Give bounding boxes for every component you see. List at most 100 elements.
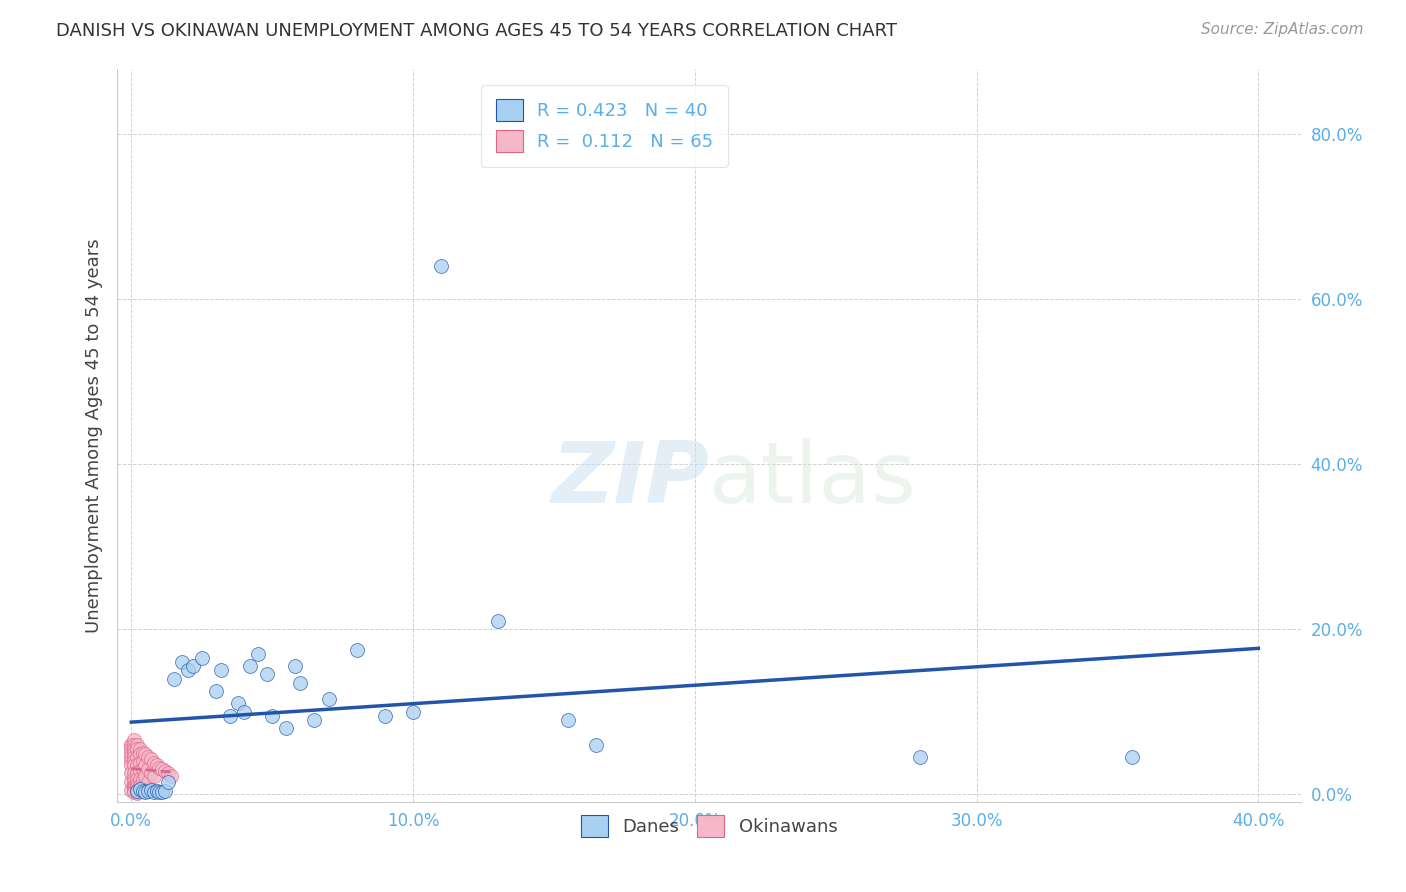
Point xyxy=(228,696,250,710)
Point xyxy=(120,741,142,756)
Point xyxy=(134,769,156,783)
Point xyxy=(120,766,142,780)
Point xyxy=(125,783,148,797)
Point xyxy=(122,782,145,797)
Point xyxy=(125,785,148,799)
Point xyxy=(128,764,150,778)
Point xyxy=(122,741,145,756)
Point xyxy=(120,738,142,752)
Point xyxy=(122,758,145,772)
Point xyxy=(125,783,148,797)
Point xyxy=(120,783,142,797)
Point xyxy=(125,750,148,764)
Point xyxy=(256,667,278,681)
Point xyxy=(142,784,165,798)
Point xyxy=(125,738,148,752)
Y-axis label: Unemployment Among Ages 45 to 54 years: Unemployment Among Ages 45 to 54 years xyxy=(86,238,103,632)
Point xyxy=(131,772,153,787)
Point xyxy=(156,774,179,789)
Point xyxy=(219,708,242,723)
Point xyxy=(122,746,145,760)
Point xyxy=(910,750,932,764)
Point xyxy=(402,705,425,719)
Point xyxy=(139,783,162,797)
Text: DANISH VS OKINAWAN UNEMPLOYMENT AMONG AGES 45 TO 54 YEARS CORRELATION CHART: DANISH VS OKINAWAN UNEMPLOYMENT AMONG AG… xyxy=(56,22,897,40)
Point xyxy=(134,747,156,762)
Point xyxy=(170,655,193,669)
Point xyxy=(125,758,148,772)
Point xyxy=(204,684,226,698)
Point xyxy=(142,756,165,770)
Point xyxy=(585,738,607,752)
Point xyxy=(430,260,453,274)
Point xyxy=(120,746,142,760)
Point xyxy=(233,705,256,719)
Point xyxy=(120,750,142,764)
Point xyxy=(122,771,145,785)
Point xyxy=(122,738,145,752)
Point xyxy=(122,780,145,795)
Point xyxy=(136,783,159,797)
Point xyxy=(1121,750,1143,764)
Point xyxy=(122,779,145,793)
Point xyxy=(122,750,145,764)
Point xyxy=(145,783,167,797)
Text: Source: ZipAtlas.com: Source: ZipAtlas.com xyxy=(1201,22,1364,37)
Point xyxy=(148,784,170,798)
Point xyxy=(134,784,156,798)
Point xyxy=(125,784,148,798)
Point xyxy=(139,766,162,780)
Point xyxy=(159,769,181,783)
Legend: Danes, Okinawans: Danes, Okinawans xyxy=(574,808,845,845)
Point xyxy=(131,754,153,768)
Point xyxy=(128,756,150,770)
Point xyxy=(128,747,150,762)
Point xyxy=(128,772,150,787)
Point xyxy=(150,784,173,798)
Point xyxy=(176,664,198,678)
Point xyxy=(153,764,176,778)
Point xyxy=(190,651,212,665)
Text: ZIP: ZIP xyxy=(551,438,709,521)
Text: atlas: atlas xyxy=(709,438,917,521)
Point xyxy=(125,766,148,780)
Point xyxy=(125,772,148,787)
Point xyxy=(122,733,145,747)
Point xyxy=(211,664,233,678)
Point xyxy=(131,762,153,776)
Point xyxy=(122,785,145,799)
Point xyxy=(125,741,148,756)
Point xyxy=(486,614,509,628)
Point xyxy=(122,774,145,789)
Point xyxy=(131,783,153,797)
Point xyxy=(120,754,142,768)
Point xyxy=(120,738,142,752)
Point xyxy=(136,750,159,764)
Point xyxy=(128,779,150,793)
Point xyxy=(557,713,579,727)
Point xyxy=(318,692,340,706)
Point xyxy=(148,761,170,775)
Point xyxy=(120,758,142,772)
Point xyxy=(134,758,156,772)
Point xyxy=(122,766,145,780)
Point xyxy=(262,708,284,723)
Point xyxy=(128,782,150,797)
Point xyxy=(125,786,148,800)
Point xyxy=(136,762,159,776)
Point xyxy=(239,659,262,673)
Point xyxy=(374,708,396,723)
Point xyxy=(284,659,307,673)
Point xyxy=(128,741,150,756)
Point xyxy=(142,769,165,783)
Point xyxy=(153,783,176,797)
Point xyxy=(276,721,298,735)
Point xyxy=(125,777,148,791)
Point xyxy=(145,758,167,772)
Point xyxy=(122,754,145,768)
Point xyxy=(150,762,173,776)
Point xyxy=(125,780,148,795)
Point xyxy=(304,713,326,727)
Point xyxy=(139,752,162,766)
Point xyxy=(247,647,270,661)
